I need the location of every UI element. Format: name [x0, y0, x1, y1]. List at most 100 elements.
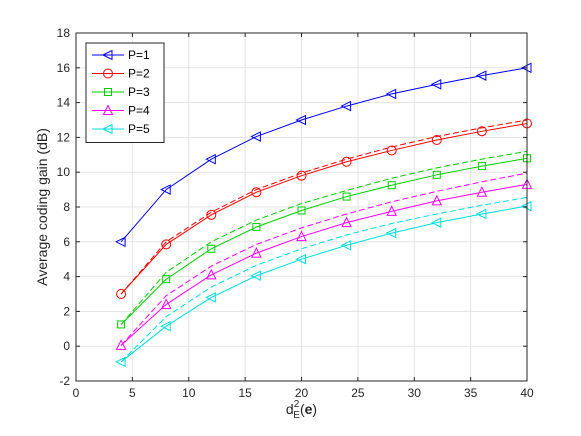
- x-axis-label-base: d: [286, 401, 294, 417]
- series-4-point: [386, 205, 398, 216]
- y-tick-label: 4: [63, 270, 70, 284]
- series-3-point: [252, 223, 261, 232]
- legend-marker: [102, 104, 114, 115]
- legend-marker: [104, 88, 112, 96]
- series-1-point: [295, 114, 306, 126]
- series-4-point: [341, 216, 352, 228]
- series-2-point: [476, 126, 487, 137]
- series-4-point: [251, 246, 262, 258]
- series-3-dashed-line: [120, 150, 528, 325]
- x-axis-label-subscript: E: [293, 410, 300, 421]
- series-3-point: [477, 162, 486, 171]
- y-tick-label: 10: [57, 165, 71, 179]
- x-axis-label: d2 E(e): [286, 399, 317, 421]
- series-4-point: [476, 186, 488, 197]
- y-tick-label: 8: [63, 200, 70, 214]
- x-tick-label: 0: [73, 386, 80, 400]
- y-tick-label: 12: [57, 130, 71, 144]
- dashed-curves: [120, 119, 528, 363]
- legend-item: P=4: [92, 104, 150, 118]
- x-tick-label: 15: [238, 386, 252, 400]
- legend-item: P=1: [92, 48, 150, 62]
- series-3-point: [432, 170, 441, 179]
- series-5-point: [295, 253, 306, 265]
- y-tick-label: 6: [63, 235, 70, 249]
- series-5-line: [120, 205, 528, 363]
- series-1: [114, 62, 532, 248]
- series-5-point: [340, 239, 352, 251]
- series-4: [115, 178, 533, 350]
- legend-marker: [101, 49, 113, 61]
- series-1-point: [160, 184, 171, 195]
- y-tick-label: 14: [57, 96, 71, 110]
- series-5-point: [385, 227, 397, 239]
- legend-item: P=5: [92, 122, 150, 136]
- y-axis-label: Average coding gain (dB): [34, 128, 50, 286]
- x-axis-label-bold-e: e: [305, 401, 313, 417]
- series-5-point: [114, 356, 126, 368]
- y-tick-label: 2: [63, 304, 70, 318]
- x-tick-label: 35: [464, 386, 478, 400]
- x-tick-label: 40: [520, 386, 534, 400]
- series-3: [117, 154, 531, 329]
- series-1-line: [120, 67, 528, 243]
- series-4-point: [115, 339, 127, 350]
- series-2-point: [431, 135, 442, 146]
- x-axis-label-paren-open: (: [300, 401, 305, 417]
- legend-label: P=5: [128, 122, 150, 136]
- series-2-line: [120, 122, 528, 295]
- series-5: [114, 200, 532, 368]
- y-tick-label: -2: [59, 374, 70, 388]
- series-1-point: [385, 88, 397, 100]
- x-tick-label: 25: [351, 386, 365, 400]
- series-3-point: [117, 320, 126, 329]
- series-4-point: [160, 298, 172, 309]
- series-4-point: [296, 230, 307, 242]
- x-tick-label: 10: [182, 386, 196, 400]
- series-5-dashed-line: [120, 196, 528, 363]
- series-3-point: [387, 181, 396, 190]
- legend-label: P=1: [128, 48, 150, 62]
- series-5-point: [430, 217, 442, 228]
- series-2: [116, 118, 532, 299]
- x-axis-label-paren-close: ): [312, 401, 317, 417]
- y-tick-label: 18: [57, 26, 71, 40]
- series-3-line: [120, 157, 528, 325]
- x-axis-label-superscript: 2: [294, 399, 300, 410]
- series-2-point: [161, 239, 172, 250]
- series-1-point: [340, 100, 352, 112]
- series-1-point: [250, 131, 261, 142]
- x-tick-label: 30: [408, 386, 422, 400]
- series-1-point: [114, 236, 126, 248]
- legend-marker: [101, 123, 113, 135]
- series-5-point: [160, 320, 171, 332]
- legend-marker: [103, 68, 113, 79]
- series-5-point: [205, 292, 216, 303]
- series-1-point: [205, 153, 216, 165]
- legend-label: P=3: [128, 85, 150, 99]
- legend-label: P=4: [128, 104, 150, 118]
- series-2-point: [296, 170, 307, 181]
- series-4-dashed-line: [120, 172, 528, 346]
- grid: [75, 32, 528, 382]
- series-4-line: [120, 183, 528, 346]
- series-2-point: [116, 289, 127, 299]
- series-3-point: [207, 244, 216, 253]
- y-tick-label: 0: [63, 339, 70, 353]
- legend: P=1 P=2 P=3 P=4 P=5: [85, 42, 165, 143]
- legend-item: P=2: [92, 67, 150, 81]
- series-3-point: [162, 275, 171, 284]
- series-1-point: [430, 79, 442, 90]
- series-curves: [114, 62, 533, 368]
- series-2-dashed-line: [120, 119, 528, 295]
- series-1-point: [475, 70, 487, 81]
- series-2-point: [386, 145, 397, 156]
- series-2-point: [206, 209, 217, 220]
- x-tick-label: 20: [295, 386, 309, 400]
- legend-label: P=2: [128, 67, 150, 81]
- series-4-point: [205, 268, 217, 280]
- legend-item: P=3: [92, 85, 150, 99]
- series-5-point: [475, 208, 487, 220]
